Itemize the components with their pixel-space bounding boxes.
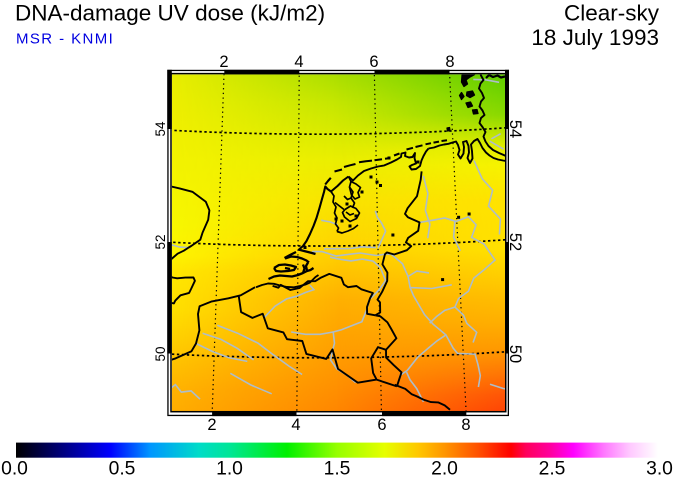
- svg-text:52: 52: [506, 233, 524, 251]
- svg-text:8: 8: [461, 416, 470, 434]
- svg-text:2.5: 2.5: [539, 459, 566, 480]
- svg-text:54: 54: [153, 121, 168, 137]
- svg-text:18 July 1993: 18 July 1993: [531, 25, 659, 50]
- svg-text:8: 8: [445, 53, 454, 71]
- svg-text:DNA-damage UV dose (kJ/m2): DNA-damage UV dose (kJ/m2): [15, 1, 325, 26]
- svg-text:0.0: 0.0: [1, 459, 28, 480]
- svg-text:2: 2: [219, 53, 228, 71]
- svg-text:6: 6: [377, 416, 386, 434]
- svg-text:MSR - KNMI: MSR - KNMI: [16, 31, 114, 48]
- svg-text:2.0: 2.0: [431, 459, 458, 480]
- svg-text:1.5: 1.5: [324, 459, 351, 480]
- svg-text:52: 52: [153, 234, 168, 249]
- svg-text:6: 6: [369, 53, 378, 71]
- svg-text:50: 50: [506, 345, 524, 363]
- svg-text:54: 54: [506, 120, 524, 138]
- svg-text:4: 4: [291, 416, 300, 434]
- svg-text:2: 2: [207, 416, 216, 434]
- svg-text:0.5: 0.5: [109, 459, 136, 480]
- svg-text:50: 50: [153, 346, 168, 361]
- svg-text:3.0: 3.0: [646, 459, 673, 480]
- svg-text:4: 4: [294, 53, 303, 71]
- svg-text:Clear-sky: Clear-sky: [564, 1, 660, 26]
- svg-text:1.0: 1.0: [216, 459, 243, 480]
